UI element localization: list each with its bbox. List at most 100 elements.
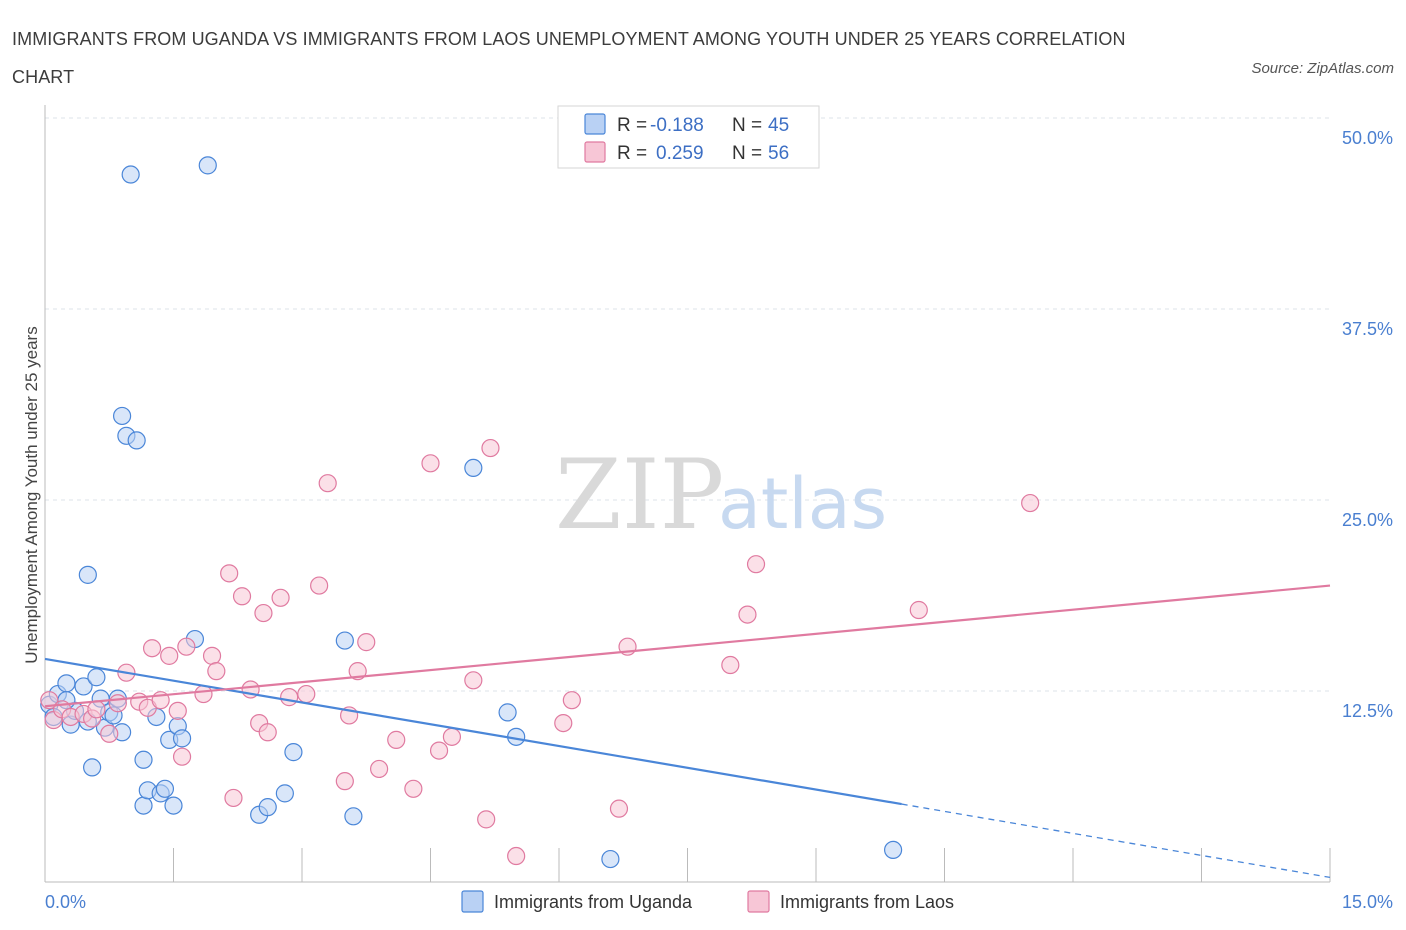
laos-trend-line bbox=[44, 584, 1331, 708]
y-tick-label-3: 50.0% bbox=[1342, 128, 1393, 148]
legend-swatch-uganda bbox=[584, 113, 606, 135]
laos-point-42 bbox=[442, 727, 462, 746]
uganda-point-36 bbox=[344, 807, 363, 826]
uganda-point-24 bbox=[155, 779, 175, 798]
y-tick-label-1: 25.0% bbox=[1342, 510, 1393, 530]
uganda-point-32 bbox=[258, 798, 277, 817]
uganda-point-19 bbox=[134, 750, 153, 769]
legend-uganda-r-value: -0.188 bbox=[650, 115, 704, 136]
laos-point-8 bbox=[108, 694, 127, 713]
laos-point-40 bbox=[421, 454, 440, 473]
laos-point-51 bbox=[721, 655, 740, 675]
x-tick-label-start: 0.0% bbox=[45, 892, 86, 912]
laos-point-32 bbox=[318, 474, 337, 493]
laos-point-48 bbox=[562, 691, 581, 710]
laos-point-35 bbox=[348, 662, 367, 681]
bottom-legend-uganda: Immigrants from Uganda bbox=[494, 892, 693, 912]
uganda-point-26 bbox=[164, 796, 183, 815]
laos-point-37 bbox=[370, 759, 389, 779]
laos-point-17 bbox=[177, 637, 196, 656]
laos-point-30 bbox=[297, 684, 316, 704]
uganda-point-15 bbox=[112, 406, 132, 426]
laos-point-15 bbox=[168, 701, 187, 720]
legend-laos-n-value: 56 bbox=[768, 143, 789, 164]
uganda-point-40 bbox=[601, 849, 620, 869]
legend-laos-r-label: R = bbox=[617, 143, 647, 164]
laos-point-20 bbox=[207, 662, 226, 681]
data-points bbox=[40, 156, 1040, 869]
uganda-point-38 bbox=[498, 703, 517, 722]
uganda-trend-extension bbox=[901, 803, 1331, 879]
uganda-point-7 bbox=[83, 758, 102, 777]
grid-lines bbox=[45, 117, 1330, 692]
laos-point-46 bbox=[507, 846, 526, 866]
watermark-atlas: atlas bbox=[718, 463, 887, 545]
series-legend: Immigrants from Uganda Immigrants from L… bbox=[461, 890, 954, 913]
uganda-point-37 bbox=[464, 458, 483, 478]
axes bbox=[44, 105, 1331, 883]
watermark-zip: ZIP bbox=[555, 439, 724, 551]
laos-point-43 bbox=[464, 671, 483, 690]
uganda-point-14 bbox=[78, 565, 97, 584]
uganda-point-20 bbox=[134, 796, 153, 815]
uganda-point-17 bbox=[127, 431, 146, 450]
laos-point-47 bbox=[554, 713, 573, 733]
uganda-point-33 bbox=[275, 784, 294, 803]
laos-point-33 bbox=[335, 772, 354, 791]
laos-point-31 bbox=[310, 576, 329, 595]
laos-point-41 bbox=[429, 741, 449, 760]
source-label: Source: ZipAtlas.com bbox=[1251, 60, 1394, 77]
trend-lines bbox=[44, 584, 1331, 879]
laos-point-27 bbox=[258, 723, 277, 742]
laos-point-29 bbox=[280, 688, 299, 707]
legend-uganda-n-label: N = bbox=[732, 115, 762, 136]
laos-point-12 bbox=[142, 639, 162, 658]
laos-point-21 bbox=[220, 564, 239, 583]
legend-laos-r-value: 0.259 bbox=[656, 143, 704, 164]
laos-point-39 bbox=[404, 779, 423, 798]
laos-point-36 bbox=[357, 633, 376, 652]
laos-point-44 bbox=[477, 810, 496, 829]
uganda-point-2 bbox=[57, 674, 76, 693]
laos-point-53 bbox=[746, 555, 766, 574]
laos-point-18 bbox=[194, 684, 213, 704]
uganda-trend-line bbox=[44, 657, 902, 806]
uganda-point-41 bbox=[883, 840, 903, 860]
laos-point-7 bbox=[100, 724, 119, 743]
uganda-point-18 bbox=[121, 165, 140, 184]
laos-point-26 bbox=[254, 603, 273, 623]
laos-point-45 bbox=[481, 438, 500, 458]
watermark: ZIP atlas bbox=[555, 439, 887, 551]
laos-point-22 bbox=[224, 788, 243, 808]
laos-point-38 bbox=[387, 730, 406, 749]
y-axis-label: Unemployment Among Youth under 25 years bbox=[22, 326, 41, 663]
legend-laos-n-label: N = bbox=[732, 143, 762, 164]
laos-point-14 bbox=[160, 646, 179, 665]
y-tick-label-0: 12.5% bbox=[1342, 701, 1393, 721]
laos-point-49 bbox=[609, 799, 629, 818]
uganda-point-35 bbox=[335, 631, 354, 650]
laos-point-52 bbox=[738, 605, 757, 624]
correlation-legend: R = -0.188 N = 45 R = 0.259 N = 56 bbox=[557, 105, 820, 169]
laos-point-55 bbox=[1021, 493, 1040, 513]
y-tick-label-2: 37.5% bbox=[1342, 319, 1393, 339]
legend-uganda-n-value: 45 bbox=[768, 115, 789, 136]
laos-point-54 bbox=[909, 600, 928, 620]
uganda-point-30 bbox=[198, 156, 217, 175]
laos-point-23 bbox=[232, 587, 252, 606]
laos-point-19 bbox=[202, 646, 222, 665]
laos-point-6 bbox=[87, 700, 106, 719]
bottom-legend-swatch-laos bbox=[747, 890, 770, 913]
uganda-point-34 bbox=[284, 743, 303, 762]
chart-title: IMMIGRANTS FROM UGANDA VS IMMIGRANTS FRO… bbox=[12, 29, 1126, 87]
x-tick-label-end: 15.0% bbox=[1342, 892, 1393, 912]
uganda-point-28 bbox=[172, 729, 192, 748]
bottom-legend-laos: Immigrants from Laos bbox=[780, 892, 954, 912]
legend-swatch-laos bbox=[584, 141, 606, 163]
bottom-legend-swatch-uganda bbox=[461, 890, 484, 913]
uganda-point-5 bbox=[74, 677, 93, 696]
tick-labels: 12.5% 25.0% 37.5% 50.0% 0.0% 15.0% bbox=[45, 128, 1393, 912]
legend-uganda-r-label: R = bbox=[617, 115, 647, 136]
laos-point-28 bbox=[271, 588, 290, 607]
